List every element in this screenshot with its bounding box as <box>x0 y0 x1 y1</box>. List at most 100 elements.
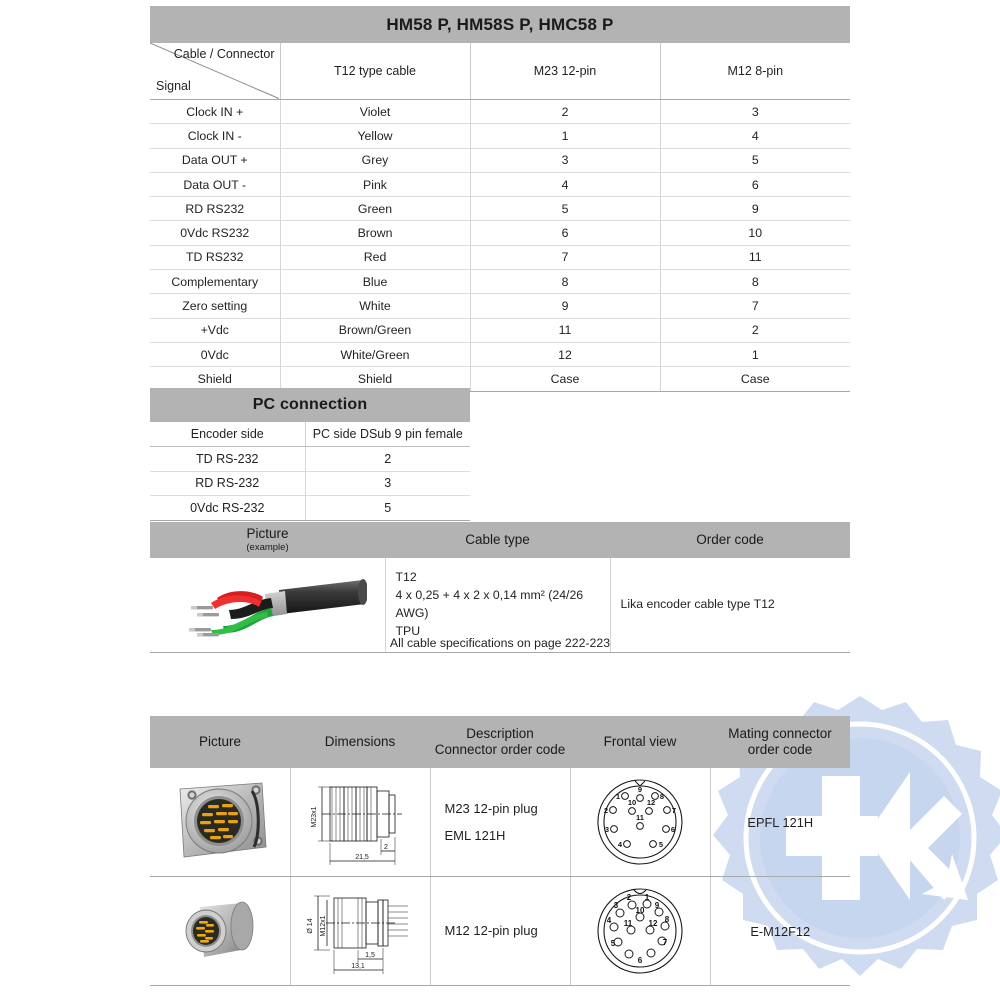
svg-text:11: 11 <box>636 813 644 822</box>
row-signal: Clock IN + <box>150 99 280 125</box>
column-header-order-code: Order code <box>610 522 850 558</box>
m23-description-cell: M23 12-pin plug EML 121H <box>429 768 570 877</box>
m12-thread-label: M12x1 <box>320 915 327 936</box>
m12-description: M12 12-pin plug <box>444 923 538 939</box>
row-cable: Shield <box>279 366 470 392</box>
svg-text:9: 9 <box>655 901 660 910</box>
column-header-picture: Picture <box>150 716 290 768</box>
row-cable: Pink <box>279 172 470 198</box>
cable-type-line1: T12 <box>395 570 417 585</box>
row-m23: 3 <box>469 148 660 173</box>
m23-dim-b-label: 21,5 <box>355 854 369 861</box>
table-row: TD RS232 Red 7 11 <box>150 245 850 271</box>
column-header-description-line2: Connector order code <box>434 742 566 757</box>
column-header-description-line1: Description <box>466 726 534 742</box>
row-m23: 12 <box>469 342 660 368</box>
table-row: RD RS-232 3 <box>150 471 470 496</box>
m23-frontal-view-icon: 1 8 9 2 7 10 12 3 6 11 4 5 <box>597 779 683 865</box>
row-pc-pin: 3 <box>304 471 470 496</box>
m12-picture-cell <box>150 876 290 986</box>
row-m23: Case <box>469 366 660 392</box>
row-encoder: RD RS-232 <box>150 471 305 496</box>
column-header-m23: M23 12-pin <box>469 43 660 100</box>
row-cable: Brown/Green <box>279 318 470 343</box>
row-cable: Yellow <box>279 123 470 149</box>
m12-dimension-drawing-icon: Ø 14 M12x1 1,5 13,1 <box>307 895 408 974</box>
row-pc-pin: 2 <box>304 446 470 472</box>
m12-dim-a-label: 1,5 <box>365 952 375 959</box>
m12-description-cell: M12 12-pin plug <box>429 876 570 986</box>
column-header-picture-sub: (example) <box>246 542 289 554</box>
row-signal: 0Vdc <box>150 342 280 368</box>
svg-text:2: 2 <box>627 893 632 902</box>
svg-text:8: 8 <box>660 792 664 801</box>
cable-order-table: Picture (example) Cable type Order code <box>150 522 850 653</box>
cable-photo-icon <box>189 579 368 637</box>
column-header-picture-label: Picture <box>246 526 289 542</box>
row-m12: 7 <box>659 293 850 319</box>
svg-text:6: 6 <box>671 825 675 834</box>
svg-text:10: 10 <box>628 798 636 807</box>
cable-picture-cell <box>150 558 385 653</box>
row-m12: 10 <box>659 220 850 246</box>
table-row: Data OUT + Grey 3 5 <box>150 148 850 173</box>
column-header-pc-side: PC side DSub 9 pin female <box>304 422 470 447</box>
row-signal: Data OUT - <box>150 172 280 198</box>
row-cable: White <box>279 293 470 319</box>
m23-order-code: EML 121H <box>444 828 506 843</box>
row-m23: 2 <box>469 99 660 125</box>
table-row: Ø 14 M12x1 1,5 13,1 M12 12-pin plug <box>150 876 850 986</box>
table-row: Zero setting White 9 7 <box>150 293 850 319</box>
svg-text:6: 6 <box>638 956 643 965</box>
row-encoder: TD RS-232 <box>150 446 305 472</box>
row-m23: 5 <box>469 196 660 222</box>
column-header-dimensions: Dimensions <box>290 716 430 768</box>
row-m12: 3 <box>659 99 850 125</box>
svg-text:2: 2 <box>604 806 608 815</box>
row-m23: 9 <box>469 293 660 319</box>
column-header-mating-connector: Mating connector order code <box>710 716 850 768</box>
diagonal-divider-icon <box>150 43 280 99</box>
row-cable: Red <box>279 245 470 271</box>
signal-assignment-table: HM58 P, HM58S P, HMC58 P Cable / Connect… <box>150 6 850 392</box>
cable-header-row: Picture (example) Cable type Order code <box>150 522 850 558</box>
m12-dim-b-label: 13,1 <box>351 963 365 970</box>
table-row: 0Vdc White/Green 12 1 <box>150 342 850 368</box>
main-table-header-row: Cable / Connector Signal T12 type cable … <box>150 43 850 100</box>
m23-dimension-drawing-icon: M23x1 2 21,5 <box>311 786 402 865</box>
m12-mating-order-code-cell: E-M12F12 <box>709 876 850 986</box>
row-cable: Green <box>279 196 470 222</box>
cable-type-line2: 4 x 0,25 + 4 x 2 x 0,14 mm² (24/26 AWG) <box>395 588 584 620</box>
m23-picture-cell <box>150 768 290 877</box>
row-m12: 5 <box>659 148 850 173</box>
header-cable-connector-label: Cable / Connector <box>173 47 275 61</box>
row-m23: 1 <box>469 123 660 149</box>
row-m12: 1 <box>659 342 850 368</box>
cable-specs-footnote: All cable specifications on page 222-223 <box>389 636 611 650</box>
column-header-mating-line2: order code <box>747 742 813 757</box>
m23-frontal-view-cell: 1 8 9 2 7 10 12 3 6 11 4 5 <box>569 768 710 877</box>
cable-type-line3: TPU <box>395 623 421 638</box>
cable-type-cell: T12 4 x 0,25 + 4 x 2 x 0,14 mm² (24/26 A… <box>384 558 610 653</box>
row-signal: TD RS232 <box>150 245 280 271</box>
row-m12: 2 <box>659 318 850 343</box>
column-header-description: Description Connector order code <box>430 716 570 768</box>
row-cable: White/Green <box>279 342 470 368</box>
row-signal: Zero setting <box>150 293 280 319</box>
table-row: Clock IN + Violet 2 3 <box>150 99 850 125</box>
diagonal-header-cell: Cable / Connector Signal <box>150 43 280 100</box>
row-m23: 11 <box>469 318 660 343</box>
m23-mating-order-code-cell: EPFL 121H <box>709 768 850 877</box>
svg-text:7: 7 <box>663 938 668 947</box>
svg-text:4: 4 <box>607 916 612 925</box>
header-signal-label: Signal <box>156 79 191 93</box>
row-signal: Shield <box>150 366 280 392</box>
svg-text:10: 10 <box>636 906 645 915</box>
connector-order-table: Picture Dimensions Description Connector… <box>150 716 850 986</box>
svg-text:1: 1 <box>645 893 650 902</box>
connector-header-row: Picture Dimensions Description Connector… <box>150 716 850 768</box>
svg-text:3: 3 <box>614 901 619 910</box>
svg-text:12: 12 <box>647 798 655 807</box>
row-m12: 9 <box>659 196 850 222</box>
